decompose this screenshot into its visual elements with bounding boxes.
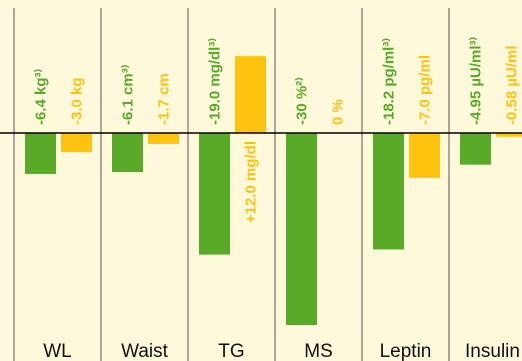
bar bbox=[148, 133, 179, 144]
value-label: -4.95 µU/ml³⁾ bbox=[468, 37, 485, 125]
value-label: -6.1 cm³⁾ bbox=[120, 64, 137, 125]
value-label: -6.4 kg³⁾ bbox=[33, 68, 50, 125]
value-label: 0 % bbox=[330, 99, 347, 125]
value-label: -0.58 µU/ml bbox=[504, 45, 521, 125]
category-label: TG bbox=[218, 341, 244, 361]
bar bbox=[235, 56, 266, 134]
bar bbox=[460, 133, 491, 165]
category-label: MS bbox=[304, 341, 333, 361]
bar bbox=[373, 133, 404, 250]
bar bbox=[409, 133, 440, 178]
value-label: +12.0 mg/dl bbox=[243, 141, 260, 223]
value-label: -18.2 pg/ml³⁾ bbox=[381, 38, 398, 125]
category-label: WL bbox=[43, 341, 72, 361]
category-label: Insulin bbox=[465, 341, 520, 361]
value-label: -3.0 kg bbox=[69, 77, 86, 125]
bars bbox=[25, 56, 522, 325]
category-labels: WL Waist TG MS Leptin Insulin bbox=[43, 341, 520, 361]
value-label: -7.0 pg/ml bbox=[417, 55, 434, 125]
bar bbox=[25, 133, 56, 174]
value-label: -30 %²⁾ bbox=[294, 77, 311, 125]
category-dividers bbox=[13, 8, 450, 361]
value-label: -19.0 mg/dl³⁾ bbox=[207, 38, 224, 125]
bar bbox=[496, 133, 522, 137]
bar bbox=[286, 133, 317, 325]
value-label: -1.7 cm bbox=[156, 73, 173, 125]
bar bbox=[199, 133, 230, 255]
category-label: Waist bbox=[121, 341, 169, 361]
category-label: Leptin bbox=[380, 341, 432, 361]
bar bbox=[61, 133, 92, 153]
bar bbox=[112, 133, 143, 173]
value-labels: -6.4 kg³⁾ -3.0 kg -6.1 cm³⁾ -1.7 cm -19.0 mg… bbox=[33, 37, 521, 224]
